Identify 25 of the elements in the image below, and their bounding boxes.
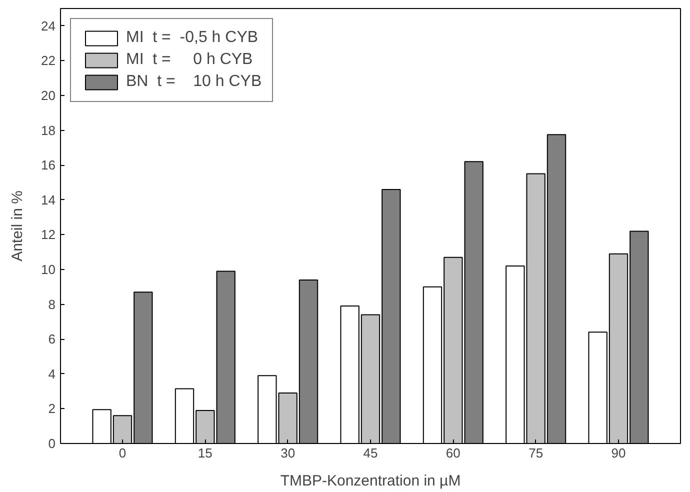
y-tick-label: 8 (48, 296, 56, 312)
x-tick-label: 15 (198, 446, 212, 460)
y-tick-label: 18 (41, 122, 56, 138)
x-tick-label: 90 (611, 446, 626, 460)
y-tick-label: 4 (48, 366, 56, 382)
x-tick-label: 0 (118, 446, 126, 460)
legend-label: MI t = -0,5 h CYB (126, 29, 258, 47)
legend-label: MI t = 0 h CYB (126, 51, 253, 69)
y-axis-title: Anteil in % (9, 190, 26, 262)
x-axis-title: TMBP-Konzentration in µM (280, 472, 461, 490)
x-tick-label: 60 (446, 446, 460, 460)
y-tick-label: 20 (41, 88, 56, 103)
legend-label: BN t = 10 h CYB (126, 73, 262, 91)
y-tick-label: 24 (41, 18, 56, 34)
y-tick-label: 10 (41, 262, 56, 277)
y-tick-label: 12 (41, 227, 56, 242)
y-tick-label: 2 (48, 401, 56, 416)
y-tick-label: 16 (41, 158, 56, 173)
y-tick-label: 0 (48, 436, 56, 451)
y-tick-label: 6 (48, 332, 56, 347)
y-tick-label: 22 (41, 53, 56, 68)
x-tick-label: 30 (280, 446, 296, 460)
x-tick-label: 45 (363, 446, 378, 460)
y-tick-label: 14 (41, 192, 56, 208)
x-tick-label: 75 (528, 446, 544, 460)
